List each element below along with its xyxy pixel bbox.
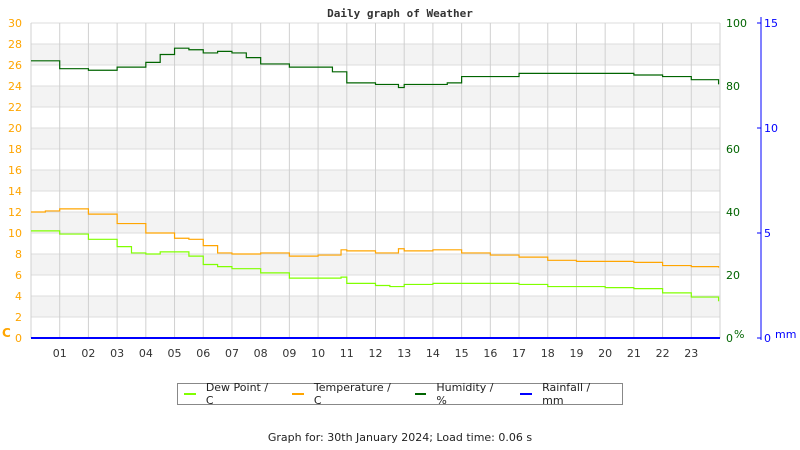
- x-tick-label: 22: [656, 347, 670, 360]
- x-tick-label: 13: [397, 347, 411, 360]
- x-tick-label: 18: [541, 347, 555, 360]
- x-tick-label: 17: [512, 347, 526, 360]
- y-left-tick-label: 18: [8, 143, 22, 156]
- x-tick-label: 07: [225, 347, 239, 360]
- legend-item-humidity: Humidity / %: [414, 381, 507, 407]
- y-right-humidity-tick-label: 20: [726, 269, 740, 282]
- y-left-tick-label: 30: [8, 17, 22, 30]
- legend-swatch: [184, 393, 196, 395]
- x-tick-label: 01: [53, 347, 67, 360]
- legend-label: Rainfall / mm: [542, 381, 591, 407]
- y-right-humidity-tick-label: 60: [726, 143, 740, 156]
- humidity-line: [31, 47, 720, 89]
- legend-label: Dew Point / C: [205, 381, 269, 407]
- y-right-humidity-tick-label: 100: [726, 17, 747, 30]
- x-tick-label: 06: [196, 347, 210, 360]
- y-left-tick-label: 12: [8, 206, 22, 219]
- footer-text: Graph for: 30th January 2024; Load time:…: [267, 431, 533, 444]
- y-left-tick-label: 14: [8, 185, 22, 198]
- x-tick-label: 19: [569, 347, 583, 360]
- y-right-humidity-tick-label: 0: [726, 332, 733, 345]
- y-left-tick-label: 28: [8, 38, 22, 51]
- x-tick-label: 04: [139, 347, 153, 360]
- legend-item-rainfall: Rainfall / mm: [520, 381, 614, 407]
- x-tick-label: 20: [598, 347, 612, 360]
- legend-swatch: [414, 393, 427, 395]
- dew-point-line: [31, 230, 720, 302]
- x-tick-label: 05: [168, 347, 182, 360]
- legend: Dew Point / C Temperature / C Humidity /…: [177, 381, 623, 407]
- y-right-humidity-tick-label: 40: [726, 206, 740, 219]
- x-tick-label: 12: [369, 347, 383, 360]
- x-tick-label: 15: [455, 347, 469, 360]
- y-left-tick-label: 4: [15, 290, 22, 303]
- legend-item-dew-point: Dew Point / C: [184, 381, 278, 407]
- legend-item-temperature: Temperature / C: [292, 381, 401, 407]
- y-left-tick-label: 24: [8, 80, 22, 93]
- y-left-tick-label: 22: [8, 101, 22, 114]
- y-right-rainfall-tick-label: 0: [764, 332, 771, 345]
- y-left-tick-label: 0: [15, 332, 22, 345]
- y-left-unit-label: C: [2, 326, 11, 340]
- y-left-tick-label: 16: [8, 164, 22, 177]
- temperature-line: [31, 208, 720, 268]
- legend-label: Humidity / %: [436, 381, 494, 407]
- x-tick-label: 10: [311, 347, 325, 360]
- y-right-humidity-unit-label: %: [734, 328, 744, 341]
- legend-swatch: [292, 393, 304, 395]
- y-right-rainfall-tick-label: 10: [764, 122, 778, 135]
- y-left-tick-label: 8: [15, 248, 22, 261]
- x-tick-label: 03: [110, 347, 124, 360]
- x-tick-label: 16: [483, 347, 497, 360]
- legend-label: Temperature / C: [313, 381, 391, 407]
- y-right-rainfall-unit-label: mm: [775, 328, 796, 341]
- x-tick-label: 11: [340, 347, 354, 360]
- legend-swatch: [520, 393, 533, 395]
- chart-title: Daily graph of Weather: [327, 7, 473, 20]
- x-tick-label: 23: [684, 347, 698, 360]
- x-tick-label: 21: [627, 347, 641, 360]
- y-right-rainfall-tick-label: 15: [764, 17, 778, 30]
- y-left-tick-label: 10: [8, 227, 22, 240]
- x-tick-label: 08: [254, 347, 268, 360]
- y-left-tick-label: 6: [15, 269, 22, 282]
- x-tick-label: 09: [282, 347, 296, 360]
- y-left-tick-label: 26: [8, 59, 22, 72]
- y-right-humidity-tick-label: 80: [726, 80, 740, 93]
- x-tick-label: 14: [426, 347, 440, 360]
- x-tick-label: 02: [81, 347, 95, 360]
- y-right-rainfall-tick-label: 5: [764, 227, 771, 240]
- y-left-tick-label: 20: [8, 122, 22, 135]
- y-left-tick-label: 2: [15, 311, 22, 324]
